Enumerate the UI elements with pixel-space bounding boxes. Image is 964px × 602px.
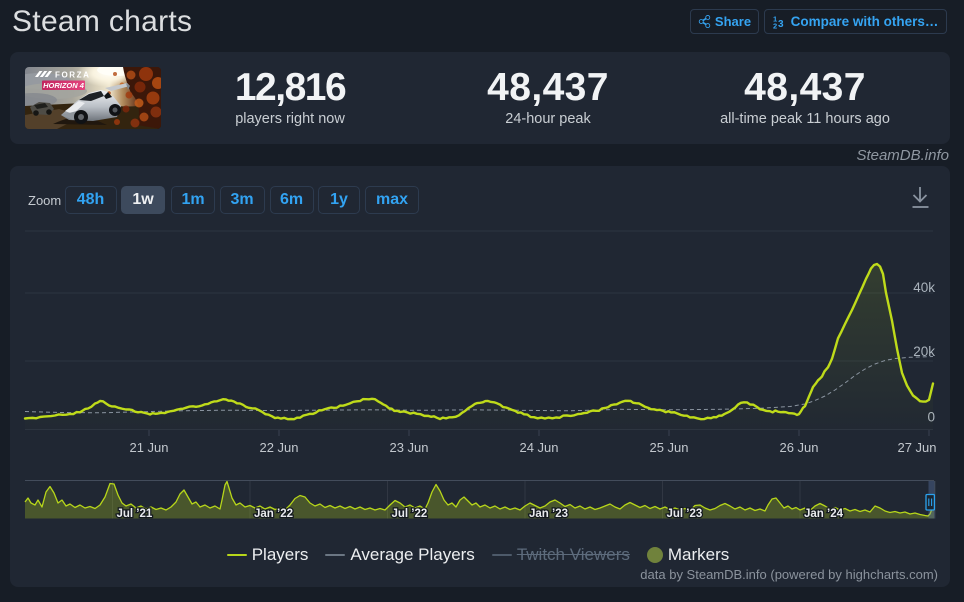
- svg-text:1: 1: [773, 15, 777, 24]
- svg-text:Jan ’22: Jan ’22: [254, 508, 293, 520]
- svg-text:Jul ’23: Jul ’23: [667, 508, 703, 520]
- svg-text:40k: 40k: [913, 280, 935, 295]
- svg-text:Jan ’24: Jan ’24: [804, 508, 844, 520]
- svg-text:Jul ’21: Jul ’21: [117, 508, 153, 520]
- svg-text:3: 3: [778, 19, 784, 29]
- svg-text:Jan ’23: Jan ’23: [529, 508, 568, 520]
- svg-text:20k: 20k: [913, 344, 935, 359]
- svg-text:Jul ’22: Jul ’22: [392, 508, 428, 520]
- svg-text:HORIZON 4: HORIZON 4: [43, 81, 85, 90]
- svg-text:FORZA: FORZA: [55, 71, 91, 80]
- svg-text:22 Jun: 22 Jun: [259, 440, 298, 455]
- svg-text:26 Jun: 26 Jun: [779, 440, 818, 455]
- svg-text:24 Jun: 24 Jun: [519, 440, 558, 455]
- svg-text:21 Jun: 21 Jun: [129, 440, 168, 455]
- svg-text:27 Jun: 27 Jun: [897, 440, 936, 455]
- svg-text:23 Jun: 23 Jun: [389, 440, 428, 455]
- svg-text:25 Jun: 25 Jun: [649, 440, 688, 455]
- svg-text:2: 2: [773, 21, 777, 29]
